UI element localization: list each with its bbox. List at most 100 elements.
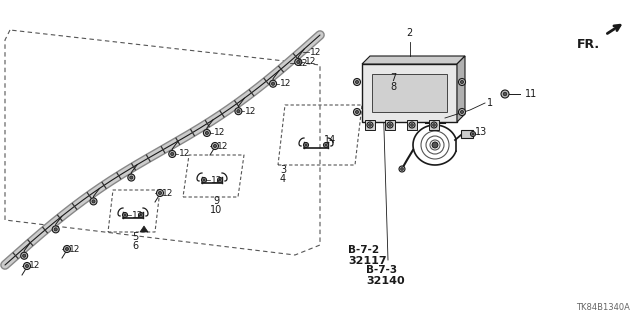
- Text: 2: 2: [406, 28, 413, 38]
- Circle shape: [458, 78, 465, 85]
- Circle shape: [460, 110, 463, 114]
- Circle shape: [140, 214, 142, 216]
- Text: 11: 11: [525, 89, 537, 99]
- Circle shape: [211, 142, 218, 149]
- Text: 12: 12: [29, 261, 40, 270]
- Text: 7: 7: [390, 73, 396, 83]
- Polygon shape: [457, 56, 465, 122]
- Circle shape: [295, 59, 301, 66]
- Circle shape: [305, 144, 307, 146]
- Circle shape: [388, 124, 391, 126]
- Text: 12: 12: [132, 211, 143, 220]
- Circle shape: [90, 198, 97, 205]
- Circle shape: [503, 92, 507, 96]
- Circle shape: [501, 90, 509, 98]
- Text: 13: 13: [475, 127, 487, 137]
- Circle shape: [353, 78, 360, 85]
- Circle shape: [353, 108, 360, 116]
- Circle shape: [138, 212, 143, 218]
- Text: 5: 5: [132, 232, 138, 242]
- Text: 12: 12: [69, 244, 81, 253]
- Text: 12: 12: [211, 175, 222, 185]
- Bar: [385, 120, 395, 130]
- Circle shape: [52, 226, 60, 233]
- Circle shape: [24, 262, 31, 269]
- Circle shape: [369, 124, 371, 126]
- Text: B-7-3: B-7-3: [366, 265, 397, 275]
- Text: 1: 1: [487, 98, 493, 108]
- Circle shape: [213, 144, 216, 148]
- Text: TK84B1340A: TK84B1340A: [576, 303, 630, 312]
- Circle shape: [470, 132, 476, 137]
- Circle shape: [202, 178, 207, 182]
- Circle shape: [124, 214, 126, 216]
- Circle shape: [26, 264, 29, 268]
- Circle shape: [355, 80, 358, 84]
- Circle shape: [203, 179, 205, 181]
- Circle shape: [431, 122, 437, 128]
- Text: 4: 4: [280, 174, 286, 184]
- Circle shape: [401, 168, 403, 170]
- Text: 32140: 32140: [366, 276, 404, 286]
- Text: 12: 12: [217, 141, 228, 150]
- Circle shape: [460, 80, 463, 84]
- Text: 6: 6: [132, 241, 138, 251]
- Circle shape: [235, 108, 242, 115]
- Circle shape: [399, 166, 405, 172]
- Circle shape: [325, 144, 327, 146]
- Circle shape: [92, 200, 95, 203]
- Circle shape: [22, 254, 26, 257]
- Circle shape: [433, 124, 435, 126]
- Text: FR.: FR.: [577, 38, 600, 51]
- Text: 12: 12: [297, 59, 308, 68]
- Circle shape: [157, 189, 163, 196]
- Circle shape: [237, 110, 240, 113]
- Text: 8: 8: [390, 82, 396, 92]
- Circle shape: [54, 228, 57, 231]
- Bar: [407, 120, 417, 130]
- Circle shape: [63, 245, 70, 252]
- Circle shape: [171, 152, 174, 156]
- Circle shape: [367, 122, 373, 128]
- Circle shape: [355, 110, 358, 114]
- Text: 10: 10: [210, 205, 222, 215]
- Circle shape: [409, 122, 415, 128]
- Text: 12: 12: [305, 58, 317, 67]
- Circle shape: [472, 133, 474, 135]
- Bar: [429, 120, 439, 130]
- Circle shape: [297, 60, 300, 64]
- Circle shape: [432, 142, 438, 148]
- Bar: [461, 130, 473, 138]
- Polygon shape: [362, 56, 465, 64]
- Circle shape: [205, 132, 209, 134]
- Text: 12: 12: [214, 128, 225, 138]
- Circle shape: [303, 142, 308, 148]
- Circle shape: [458, 108, 465, 116]
- Circle shape: [122, 212, 127, 218]
- Text: 12: 12: [280, 79, 291, 88]
- Circle shape: [128, 174, 135, 181]
- Text: 12: 12: [162, 188, 173, 197]
- Circle shape: [219, 179, 221, 181]
- Polygon shape: [140, 226, 148, 232]
- Circle shape: [387, 122, 393, 128]
- Circle shape: [271, 82, 275, 85]
- Text: 12: 12: [310, 48, 321, 57]
- Text: B-7-2: B-7-2: [348, 245, 379, 255]
- Bar: [365, 120, 375, 130]
- Circle shape: [218, 178, 223, 182]
- Bar: [372, 74, 447, 112]
- Text: 3: 3: [280, 165, 286, 175]
- Circle shape: [269, 80, 276, 87]
- Circle shape: [20, 252, 28, 259]
- Text: 9: 9: [213, 196, 219, 206]
- Bar: [362, 64, 457, 122]
- Circle shape: [159, 191, 161, 195]
- Text: 12: 12: [245, 107, 257, 116]
- Circle shape: [65, 247, 68, 251]
- Circle shape: [130, 176, 133, 179]
- Circle shape: [323, 142, 328, 148]
- Circle shape: [169, 150, 176, 157]
- Circle shape: [411, 124, 413, 126]
- Text: 12: 12: [179, 149, 191, 158]
